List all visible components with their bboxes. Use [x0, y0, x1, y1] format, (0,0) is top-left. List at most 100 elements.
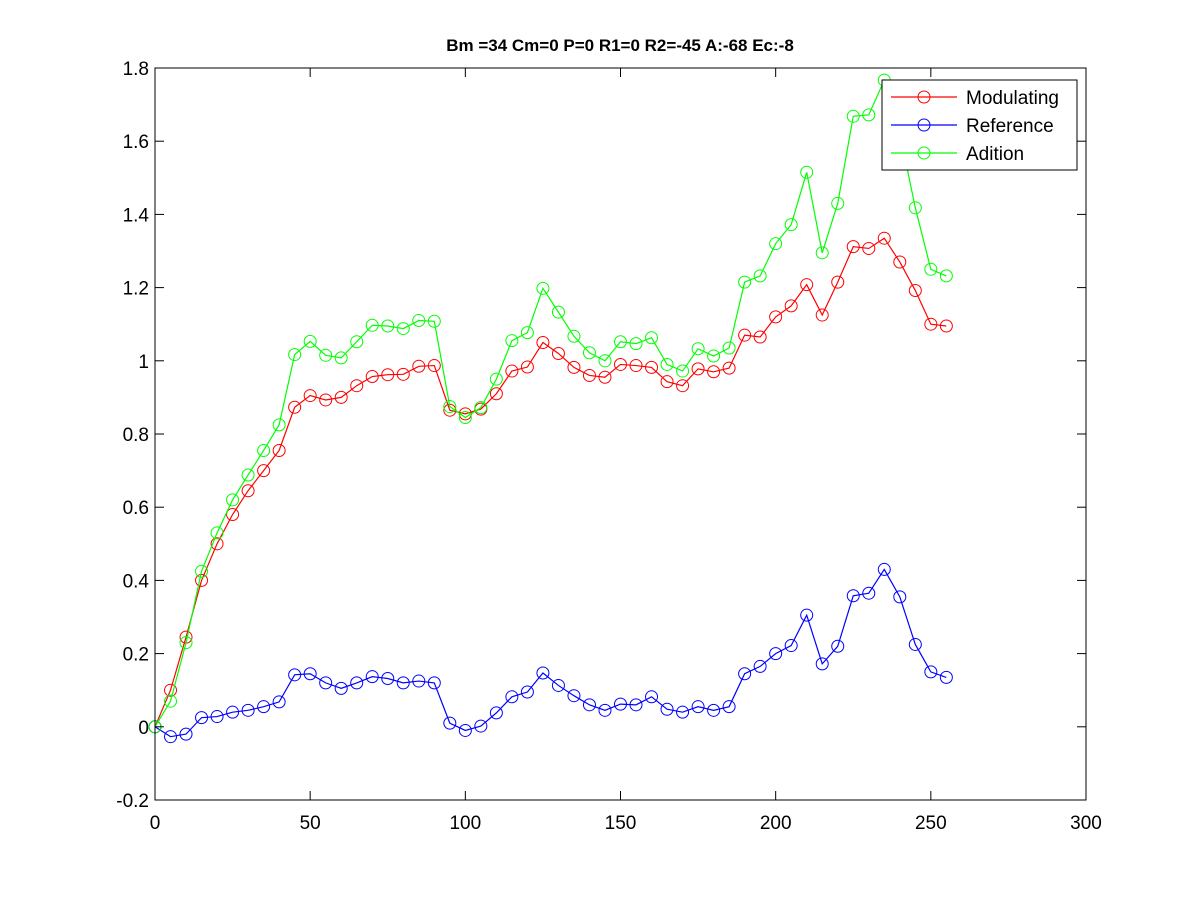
data-point: [800, 278, 814, 292]
data-point: [769, 647, 783, 661]
data-point: [614, 357, 627, 371]
data-point: [676, 364, 690, 378]
data-point: [660, 375, 674, 389]
plot-background: [155, 68, 1086, 800]
data-point: [862, 586, 876, 600]
data-point: [893, 590, 907, 604]
data-point: [443, 400, 457, 414]
data-point: [567, 689, 581, 703]
data-point: [272, 695, 286, 709]
data-point: [319, 348, 333, 362]
data-point: [862, 241, 876, 255]
data-point: [784, 218, 798, 232]
data-point: [784, 639, 798, 653]
data-point: [738, 667, 752, 681]
data-point: [241, 484, 255, 498]
data-point: [862, 108, 876, 122]
data-point: [908, 284, 922, 298]
series-reference: [148, 562, 953, 744]
data-point: [210, 537, 224, 551]
data-point: [691, 362, 705, 376]
data-point: [350, 676, 364, 690]
chart-title: Bm =34 Cm=0 P=0 R1=0 R2=-45 A:-68 Ec:-8: [446, 36, 794, 55]
y-tick-label: 0: [138, 718, 149, 739]
data-point: [474, 401, 488, 415]
data-point: [520, 685, 534, 699]
data-point: [551, 678, 565, 692]
legend-label: Modulating: [966, 88, 1059, 109]
data-point: [179, 727, 193, 741]
legend-label: Adition: [966, 144, 1024, 165]
data-point: [396, 322, 410, 336]
data-point: [629, 337, 643, 351]
data-point: [288, 400, 302, 414]
data-point: [288, 348, 302, 362]
x-tick-label: 200: [760, 813, 792, 834]
data-point: [939, 670, 953, 684]
data-point: [629, 359, 643, 373]
data-point: [939, 269, 953, 283]
data-point: [164, 683, 178, 697]
series-line-adition: [154, 78, 947, 728]
data-point: [303, 667, 317, 681]
data-point: [458, 723, 472, 737]
data-point: [831, 275, 845, 289]
series-line-modulating: [154, 237, 947, 728]
data-point: [924, 665, 938, 679]
data-point: [676, 379, 690, 393]
data-point: [598, 703, 612, 717]
y-tick-label: 1.8: [123, 59, 149, 80]
data-point: [629, 698, 643, 712]
data-point: [412, 674, 426, 688]
data-point: [536, 281, 550, 295]
data-point: [691, 700, 705, 714]
x-tick-label: 0: [150, 813, 161, 834]
data-point: [303, 334, 317, 348]
series-layer: [148, 73, 953, 744]
data-point: [272, 418, 286, 432]
data-point: [412, 359, 426, 373]
data-point: [815, 246, 829, 260]
data-point: [334, 351, 348, 365]
data-point: [691, 342, 705, 356]
data-point: [722, 341, 736, 355]
data-point: [877, 562, 891, 576]
data-point: [707, 365, 721, 379]
data-point: [365, 670, 379, 684]
data-point: [831, 639, 845, 653]
series-line-reference: [154, 568, 947, 738]
data-point: [582, 346, 596, 360]
legend-marker: [917, 146, 931, 160]
data-point: [769, 310, 783, 324]
y-tick-label: 0.6: [123, 498, 149, 519]
data-point: [257, 443, 271, 457]
data-point: [877, 231, 891, 245]
data-point: [396, 676, 410, 690]
data-point: [179, 636, 193, 650]
data-point: [443, 716, 457, 730]
data-point: [505, 334, 519, 348]
y-tick-label: -0.2: [116, 791, 149, 812]
y-tick-label: 1.2: [123, 279, 149, 300]
data-point: [365, 318, 379, 332]
x-tick-label: 250: [915, 813, 947, 834]
data-point: [195, 564, 209, 578]
data-point: [753, 269, 767, 283]
axes-layer: 0 50 100 150 200 250 300-0.200.20.40.60.811.21…: [116, 59, 1102, 834]
data-point: [427, 314, 441, 328]
data-point: [164, 694, 178, 708]
data-point: [769, 237, 783, 251]
data-point: [893, 255, 907, 269]
data-point: [924, 262, 938, 276]
data-point: [458, 411, 472, 425]
data-point: [582, 368, 596, 382]
data-point: [505, 690, 519, 704]
x-tick-label: 150: [605, 813, 637, 834]
data-point: [489, 372, 503, 386]
data-point: [800, 608, 814, 622]
data-point: [722, 361, 736, 375]
data-point: [614, 697, 627, 711]
data-point: [226, 508, 240, 522]
data-point: [908, 637, 922, 651]
